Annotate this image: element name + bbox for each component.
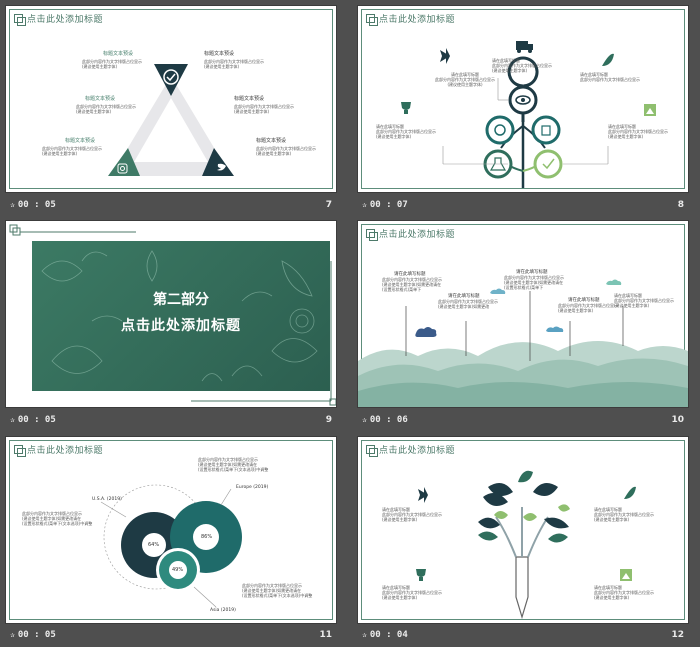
section-title: 第二部分 bbox=[153, 292, 209, 308]
chart-text-2: 此部分内容作为文字排版占位显示 (建议使用主题字体)如需更改请在 (设置形状格式)菜… bbox=[198, 457, 269, 472]
peak-text-5: 请在此填写标题 此部分内容作为文字排版占位显示 (建议使用主题字体) bbox=[614, 293, 674, 308]
percent-label-1: 64% bbox=[148, 542, 160, 548]
slide-11-timing: ✰ 00 : 05 bbox=[10, 630, 56, 640]
slide-8[interactable]: 点击此处添加标题 请在此填写标题 此部分内容作为文字排版占位显示 (建议使用主题字体… bbox=[358, 6, 688, 192]
tree-graphic bbox=[401, 41, 656, 188]
peak-label-2: 请在此填写标题 bbox=[448, 294, 480, 299]
leaf-text-3: 请在此填写标题 此部分内容作为文字排版占位显示 (建议使用主题字体) bbox=[382, 585, 442, 600]
title-square-icon bbox=[14, 445, 26, 457]
slide-11-number: 11 bbox=[319, 630, 332, 640]
title-square-icon bbox=[366, 14, 378, 26]
slide-11[interactable]: 点击此处添加标题 64% 86% 49% U.S.A. (2019) Europ… bbox=[6, 437, 336, 623]
text-block-2: 请在此填写标题 此部分内容作为文字排版占位显示 (建议使用主题字体) bbox=[492, 58, 552, 73]
slide-border bbox=[361, 440, 685, 620]
slide-8-number: 8 bbox=[677, 200, 684, 210]
slide-title: 点击此处添加标题 bbox=[366, 12, 455, 26]
chart-text-3: 此部分内容作为文字排版占位显示 (建议使用主题字体)如需更改请在 (设置形状格式)菜… bbox=[242, 583, 313, 598]
slide-7[interactable]: 点击此处添加标题 标题文本预设 此部分内容作为文字排版占位显示 (建议使用主题字体… bbox=[6, 6, 336, 192]
triangle-graphic bbox=[108, 64, 234, 176]
item-text-5: 此部分内容作为文字排版占位显示 (建议使用主题字体) bbox=[234, 104, 294, 114]
slide-title: 点击此处添加标题 bbox=[14, 443, 103, 457]
slide-12-info-bar: ✰ 00 : 04 12 bbox=[358, 628, 688, 644]
leaf-decoration bbox=[41, 250, 318, 382]
peak-label-3: 请在此填写标题 bbox=[516, 270, 548, 275]
title-square-icon bbox=[14, 14, 26, 26]
item-label-4: 标题文本预设 bbox=[204, 51, 235, 57]
slide-10[interactable]: 点击此处添加标题 请在此填写标题 此部分内容作为文字排版占位显示 (建议使用主题字… bbox=[358, 221, 688, 407]
corner-squares bbox=[9, 224, 336, 406]
slide-12[interactable]: 点击此处添加标题 请在此填写标题 此部分内容作为文字排版占位显示 (建议使用主题字体… bbox=[358, 437, 688, 623]
peak-label-1: 请在此填写标题 bbox=[394, 272, 426, 277]
section-banner: 第二部分 点击此处添加标题 bbox=[32, 241, 330, 391]
item-label-6: 标题文本预设 bbox=[256, 138, 287, 144]
slide-border bbox=[9, 9, 333, 189]
percent-label-3: 49% bbox=[172, 567, 184, 573]
item-text-4: 此部分内容作为文字排版占位显示 (建议使用主题字体) bbox=[204, 59, 264, 69]
item-text-2: 此部分内容作为文字排版占位显示 (建议使用主题字体) bbox=[76, 104, 136, 114]
leaf-text-2: 请在此填写标题 此部分内容作为文字排版占位显示 (建议使用主题字体) bbox=[594, 507, 654, 522]
slide-10-timing: ✰ 00 : 06 bbox=[362, 415, 408, 425]
circle-chart bbox=[100, 484, 242, 608]
item-text-1: 此部分内容作为文字排版占位显示 (建议使用主题字体) bbox=[82, 59, 142, 69]
chart-label-europe: Europe (2019) bbox=[236, 485, 269, 490]
slide-8-info-bar: ✰ 00 : 07 8 bbox=[358, 198, 688, 214]
chart-text-1: 此部分内容作为文字排版占位显示 (建议使用主题字体)如需更改请在 (设置形状格式)菜… bbox=[22, 511, 93, 526]
slide-title: 点击此处添加标题 bbox=[14, 12, 103, 26]
transition-icon: ✰ bbox=[362, 415, 367, 424]
slide-7-info-bar: ✰ 00 : 05 7 bbox=[6, 198, 336, 214]
slide-12-timing: ✰ 00 : 04 bbox=[362, 630, 408, 640]
slide-9-number: 9 bbox=[325, 415, 332, 425]
title-square-icon bbox=[366, 445, 378, 457]
slide-7-timing: ✰ 00 : 05 bbox=[10, 200, 56, 210]
chart-label-usa: U.S.A. (2019) bbox=[92, 497, 122, 502]
transition-icon: ✰ bbox=[10, 630, 15, 639]
peak-label-4: 请在此填写标题 bbox=[568, 298, 600, 303]
peak-text-2: 此部分内容作为文字排版占位显示 (建议使用主题字体)如需更改 bbox=[438, 299, 498, 309]
item-label-5: 标题文本预设 bbox=[234, 96, 265, 102]
text-block-1: 请在此填写标题 此部分内容作为文字排版占位显示 (建议使用主题字体) bbox=[435, 72, 495, 87]
peak-text-3: 此部分内容作为文字排版占位显示 (建议使用主题字体)如需更改请在 (设置形状格式)菜… bbox=[504, 275, 564, 290]
slide-10-number: 10 bbox=[671, 415, 684, 425]
slide-9-timing: ✰ 00 : 05 bbox=[10, 415, 56, 425]
slide-10-info-bar: ✰ 00 : 06 10 bbox=[358, 413, 688, 429]
slide-title: 点击此处添加标题 bbox=[366, 443, 455, 457]
leaf-text-4: 请在此填写标题 此部分内容作为文字排版占位显示 (建议使用主题字体) bbox=[594, 585, 654, 600]
peak-text-4: 此部分内容作为文字排版占位显示 (建议使用主题字体) bbox=[558, 303, 618, 313]
peak-text-1: 此部分内容作为文字排版占位显示 (建议使用主题字体)如需更改请在 (设置形状格式)菜… bbox=[382, 277, 442, 292]
transition-icon: ✰ bbox=[10, 200, 15, 209]
item-text-6: 此部分内容作为文字排版占位显示 (建议使用主题字体) bbox=[256, 146, 316, 156]
transition-icon: ✰ bbox=[362, 630, 367, 639]
text-block-4: 请在此填写标题 此部分内容作为文字排版占位显示 (建议使用主题字体) bbox=[376, 124, 436, 139]
slide-title: 点击此处添加标题 bbox=[366, 227, 455, 241]
transition-icon: ✰ bbox=[362, 200, 367, 209]
title-square-icon bbox=[366, 229, 378, 241]
slide-border bbox=[9, 440, 333, 620]
slide-11-info-bar: ✰ 00 : 05 11 bbox=[6, 628, 336, 644]
leaf-text-1: 请在此填写标题 此部分内容作为文字排版占位显示 (建议使用主题字体) bbox=[382, 507, 442, 522]
mountain-graphic bbox=[358, 279, 688, 407]
item-label-1: 标题文本预设 bbox=[103, 51, 134, 57]
transition-icon: ✰ bbox=[10, 415, 15, 424]
item-text-3: 此部分内容作为文字排版占位显示 (建议使用主题字体) bbox=[42, 146, 102, 156]
item-label-3: 标题文本预设 bbox=[65, 138, 96, 144]
text-block-3: 请在此填写标题 此部分内容作为文字排版占位显示 bbox=[580, 72, 640, 82]
text-block-5: 请在此填写标题 此部分内容作为文字排版占位显示 (建议使用主题字体) bbox=[608, 124, 668, 139]
chart-label-asia: Asia (2019) bbox=[210, 608, 236, 613]
pencil-tree-graphic bbox=[416, 470, 636, 620]
slide-8-timing: ✰ 00 : 07 bbox=[362, 200, 408, 210]
slide-7-number: 7 bbox=[325, 200, 332, 210]
item-label-2: 标题文本预设 bbox=[85, 96, 116, 102]
slide-9[interactable]: 第二部分 点击此处添加标题 bbox=[6, 221, 336, 407]
slide-border bbox=[361, 9, 685, 189]
slide-9-info-bar: ✰ 00 : 05 9 bbox=[6, 413, 336, 429]
slide-12-number: 12 bbox=[671, 630, 684, 640]
percent-label-2: 86% bbox=[201, 534, 213, 540]
section-subtitle: 点击此处添加标题 bbox=[121, 318, 241, 334]
